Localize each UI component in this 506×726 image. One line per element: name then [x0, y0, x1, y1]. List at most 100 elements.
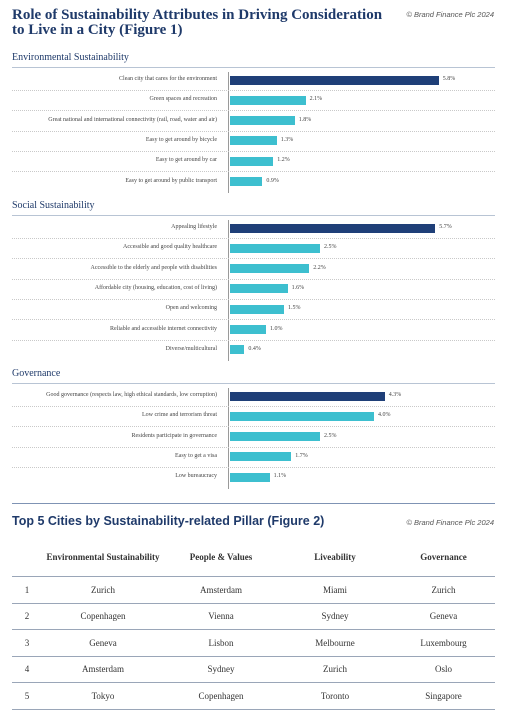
bar-value-label: 1.8%: [298, 116, 312, 123]
table-header-row: Environmental Sustainability People & Va…: [12, 538, 495, 577]
bar: [230, 325, 266, 334]
bar: [230, 136, 277, 146]
section-rule: [12, 67, 495, 68]
header-environmental: Environmental Sustainability: [46, 552, 160, 562]
bar-value-label: 5.8%: [442, 76, 456, 82]
row-divider: [12, 426, 495, 428]
bar-value-label: 1.6%: [291, 284, 305, 291]
rank-cell: 4: [12, 655, 42, 683]
row-divider: [12, 339, 495, 341]
bar-value-label: 1.5%: [288, 305, 301, 312]
row-divider: [12, 171, 495, 173]
bar-value-label: 1.0%: [270, 325, 283, 332]
rank-cell: 5: [12, 682, 42, 710]
bar-label: Great national and international connect…: [48, 116, 217, 123]
bar-axis: [228, 72, 229, 193]
bar: [230, 264, 310, 274]
city-cell: Copenhagen: [164, 682, 278, 710]
city-cell: Lisbon: [164, 629, 278, 656]
bar-label: Affordable city (housing, education, cos…: [94, 284, 217, 291]
city-cell: Zurich: [42, 576, 164, 603]
bar-label: Good governance (respects law, high ethi…: [46, 392, 217, 398]
bar-value-label: 1.3%: [280, 136, 294, 143]
row-divider: [12, 299, 495, 301]
bar-axis: [228, 388, 229, 489]
bar-label: Accessible and good quality healthcare: [123, 244, 217, 251]
bar-label: Green spaces and recreation: [149, 96, 217, 103]
row-divider: [12, 319, 495, 321]
row-divider: [12, 446, 495, 448]
bar: [230, 156, 274, 166]
section-rule: [12, 215, 495, 216]
bar-label: Low bureaucracy: [175, 473, 217, 480]
figure2-copyright: © Brand Finance Plc 2024: [406, 518, 494, 527]
bar-label: Low crime and terrorism threat: [142, 412, 217, 419]
city-cell: Luxembourg: [392, 629, 495, 656]
city-cell: Copenhagen: [42, 602, 164, 630]
row-divider: [12, 130, 495, 132]
bar: [230, 452, 292, 462]
bar-label: Easy to get around by bicycle: [145, 136, 217, 143]
section-title: Environmental Sustainability: [12, 52, 129, 63]
bar: [230, 284, 288, 294]
city-cell: Sydney: [164, 655, 278, 683]
section-rule: [12, 383, 495, 384]
bar: [230, 223, 436, 233]
table-row: 3 Geneva Lisbon Melbourne Luxembourg: [12, 629, 495, 656]
bar: [230, 472, 270, 482]
bar-label: Accessible to the elderly and people wit…: [90, 264, 217, 271]
bar-value-label: 1.7%: [295, 452, 308, 459]
section-title: Social Sustainability: [12, 200, 95, 211]
city-cell: Tokyo: [42, 682, 164, 710]
figure2-title: Top 5 Cities by Sustainability-related P…: [12, 514, 325, 528]
bar: [230, 75, 439, 85]
header-rank: [12, 538, 42, 577]
bar: [230, 177, 263, 186]
bar: [230, 304, 284, 314]
row-divider: [12, 258, 495, 260]
bar-value-label: 2.5%: [324, 432, 337, 439]
row-divider: [12, 151, 495, 153]
figure1-title: Role of Sustainability Attributes in Dri…: [12, 7, 383, 38]
bar: [230, 95, 306, 105]
table-row: 1 Zurich Amsterdam Miami Zurich: [12, 576, 495, 603]
city-cell: Geneva: [392, 602, 495, 630]
rank-cell: 3: [12, 629, 42, 656]
bar: [230, 345, 245, 355]
row-divider: [12, 238, 495, 240]
bar-value-label: 2.1%: [309, 96, 323, 103]
bar-value-label: 2.2%: [313, 264, 326, 271]
section-title: Governance: [12, 368, 61, 379]
table-row: 4 Amsterdam Sydney Zurich Oslo: [12, 655, 495, 683]
bar: [230, 432, 320, 442]
row-divider: [12, 278, 495, 280]
figure-divider: [12, 503, 495, 504]
bar-value-label: 4.0%: [378, 412, 391, 419]
city-cell: Melbourne: [278, 629, 392, 656]
top-cities-table: Environmental Sustainability People & Va…: [12, 538, 495, 710]
bar-label: Easy to get a visa: [175, 452, 217, 459]
bar-value-label: 4.3%: [388, 392, 402, 398]
row-divider: [12, 110, 495, 112]
table-row: 5 Tokyo Copenhagen Toronto Singapore: [12, 682, 495, 710]
header-people-values: People & Values: [189, 552, 253, 562]
header-liveability: Liveability: [314, 552, 356, 562]
city-cell: Amsterdam: [42, 655, 164, 683]
city-cell: Vienna: [164, 602, 278, 630]
bar-value-label: 1.1%: [273, 473, 287, 480]
rank-cell: 1: [12, 576, 42, 603]
bar-label: Easy to get around by car: [155, 157, 217, 164]
city-cell: Sydney: [278, 602, 392, 630]
bar-label: Residents participate in governance: [131, 432, 217, 439]
bar-label: Appealing lifestyle: [171, 224, 217, 230]
city-cell: Geneva: [42, 629, 164, 656]
bar: [230, 116, 295, 126]
city-cell: Miami: [278, 576, 392, 603]
table-row: 2 Copenhagen Vienna Sydney Geneva: [12, 602, 495, 630]
bar-label: Diverse/multicultural: [165, 345, 217, 352]
city-cell: Oslo: [392, 655, 495, 683]
header-governance: Governance: [420, 552, 467, 562]
figure1-copyright: © Brand Finance Plc 2024: [406, 10, 494, 19]
row-divider: [12, 90, 495, 92]
row-divider: [12, 406, 495, 408]
